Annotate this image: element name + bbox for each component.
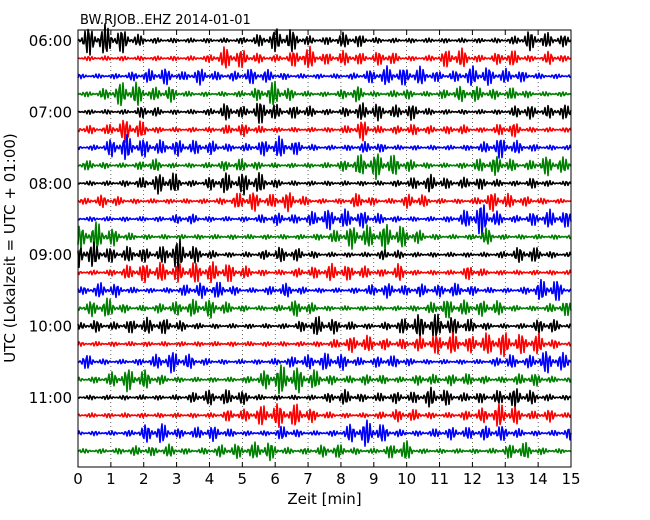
y-tick-label: 09:00 (29, 246, 72, 264)
y-tick-label: 08:00 (29, 175, 72, 193)
trace-0730 (77, 133, 572, 161)
x-tick-label: 11 (430, 470, 449, 488)
trace-1045 (77, 364, 572, 395)
trace-0945 (77, 297, 572, 319)
trace-0830 (77, 204, 572, 238)
trace-1130 (77, 419, 572, 447)
trace-0845 (77, 221, 572, 252)
chart-title: BW.RJOB..EHZ 2014-01-01 (80, 13, 251, 28)
trace-0700 (77, 102, 572, 124)
trace-0900 (77, 238, 572, 273)
trace-0815 (77, 192, 572, 213)
y-tick-label: 07:00 (29, 103, 72, 121)
x-tick-label: 14 (529, 470, 548, 488)
trace-0800 (77, 172, 572, 196)
x-tick-label: 1 (106, 470, 116, 488)
trace-1115 (77, 402, 572, 429)
trace-0915 (77, 261, 572, 284)
x-tick-label: 5 (238, 470, 248, 488)
x-axis-label: Zeit [min] (287, 490, 361, 508)
seismic-traces (77, 23, 572, 462)
x-tick-label: 3 (172, 470, 182, 488)
x-tick-label: 7 (303, 470, 313, 488)
trace-0630 (77, 65, 572, 87)
trace-1145 (77, 440, 572, 462)
trace-0615 (77, 45, 572, 69)
x-tick-label: 15 (561, 470, 580, 488)
trace-0715 (77, 119, 572, 143)
plot-frame (77, 29, 572, 468)
x-tick-label: 8 (336, 470, 346, 488)
x-tick-label: 0 (73, 470, 83, 488)
x-tick-label: 4 (205, 470, 215, 488)
x-tick-label: 10 (397, 470, 416, 488)
trace-0645 (77, 80, 572, 107)
x-tick-label: 2 (139, 470, 149, 488)
y-axis-ticks: 06:00 07:00 08:00 09:00 10:00 11:00 (29, 32, 83, 407)
trace-1000 (77, 313, 572, 340)
x-axis-ticks: 0 1 2 3 4 5 6 7 8 9 10 11 12 13 14 15 (73, 30, 581, 488)
x-tick-label: 9 (369, 470, 379, 488)
trace-0930 (77, 278, 572, 301)
trace-1015 (77, 331, 572, 358)
trace-1030 (77, 350, 572, 374)
trace-0600 (77, 23, 572, 56)
y-tick-label: 11:00 (29, 389, 72, 407)
trace-0745 (77, 153, 572, 181)
y-axis-label: UTC (Lokalzeit = UTC + 01:00) (1, 133, 19, 363)
y-tick-label: 06:00 (29, 32, 72, 50)
x-tick-label: 6 (270, 470, 280, 488)
x-tick-label: 13 (496, 470, 515, 488)
y-tick-label: 10:00 (29, 318, 72, 336)
x-tick-label: 12 (463, 470, 482, 488)
trace-1100 (77, 386, 572, 409)
